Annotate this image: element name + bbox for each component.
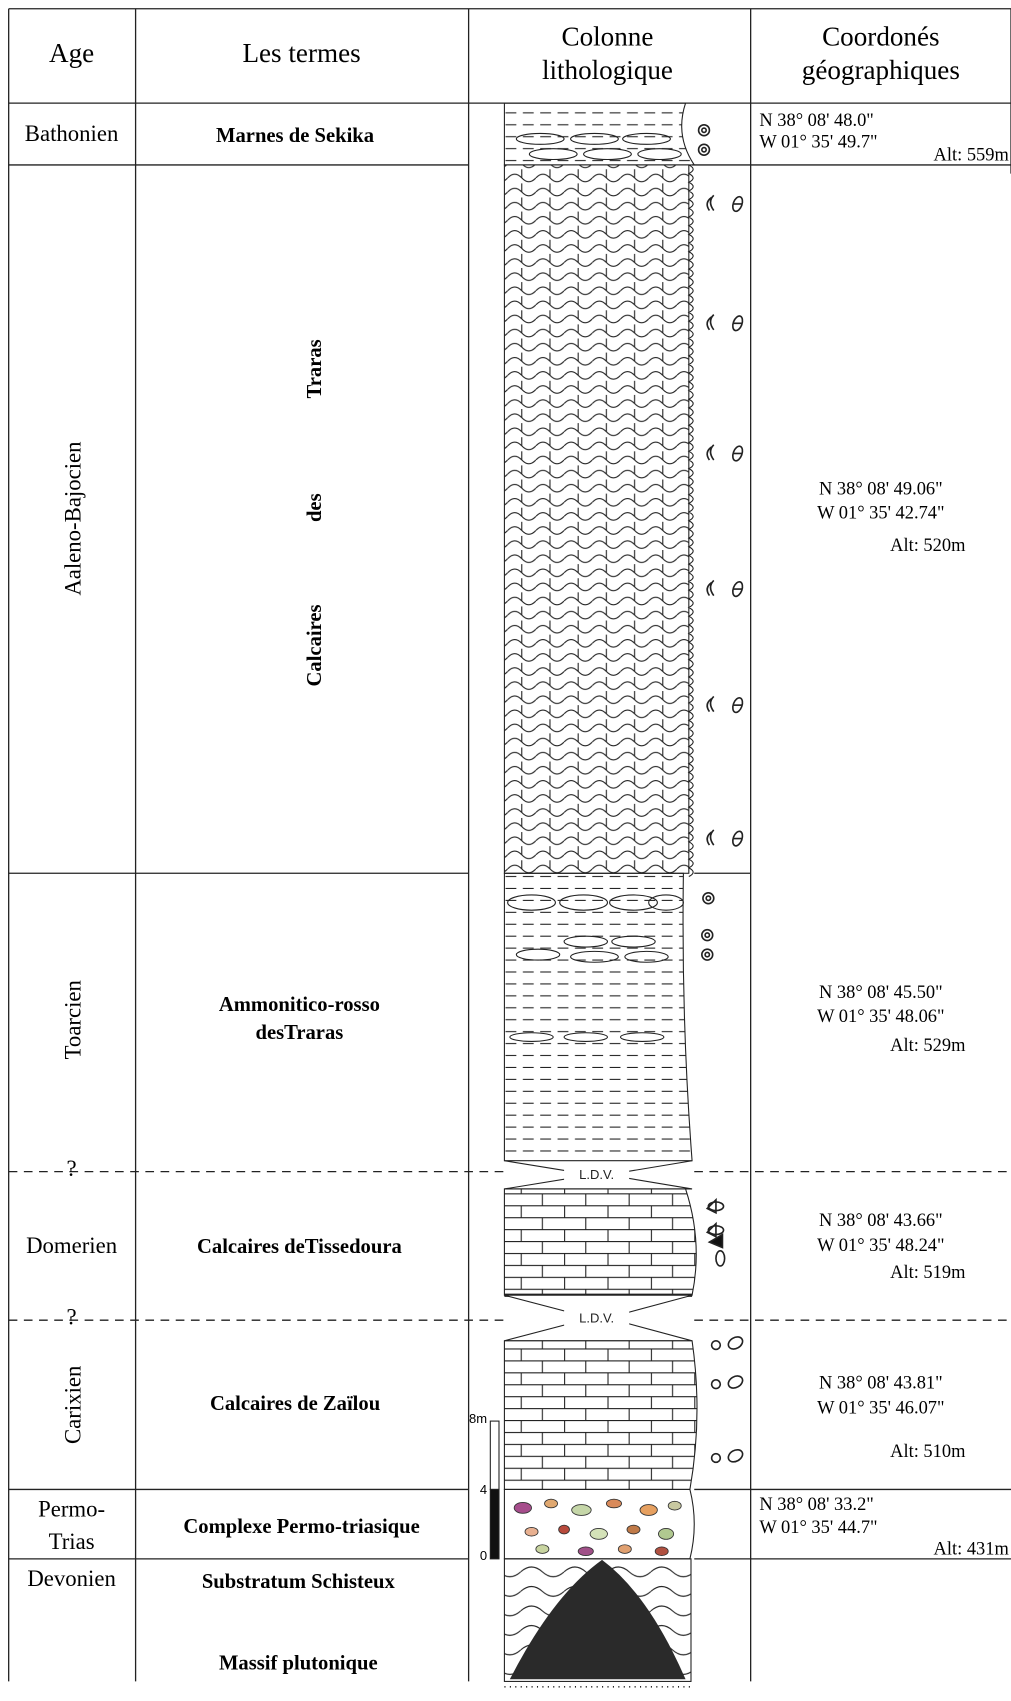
fossil (712, 1341, 721, 1350)
age: Aaleno-Bajocien (60, 441, 85, 596)
coordinate: W 01° 35' 48.06" (817, 1006, 944, 1026)
age: Bathonien (25, 121, 119, 146)
scale-bar (490, 1489, 499, 1558)
fossil (706, 896, 710, 900)
fossil (702, 128, 706, 132)
fossil (705, 952, 709, 956)
altitude: Alt: 520m (890, 535, 966, 555)
scale-bar (490, 1421, 499, 1489)
scale-label: 4 (480, 1482, 487, 1497)
term: Substratum Schisteux (202, 1571, 396, 1593)
coordinate: N 38° 08' 45.50" (819, 982, 943, 1002)
fossil (699, 125, 710, 136)
term: Calcaires deTissedoura (197, 1236, 402, 1258)
fossil (712, 1380, 721, 1389)
term: des (304, 493, 326, 522)
coordinate: W 01° 35' 46.07" (817, 1397, 944, 1417)
coordinate: N 38° 08' 48.0" (759, 110, 874, 130)
fossil (707, 445, 714, 460)
fossil (707, 696, 714, 711)
scale-label: 8m (469, 1411, 487, 1426)
age: Carixien (60, 1365, 85, 1444)
fossil-symbols (699, 125, 745, 1464)
coordinate: W 01° 35' 49.7" (759, 132, 877, 152)
fossil (705, 933, 709, 937)
uncertain-mark: ? (67, 1156, 77, 1181)
altitude: Alt: 510m (890, 1441, 966, 1461)
fossil (707, 830, 714, 845)
fossil (716, 1251, 725, 1266)
age: Toarcien (60, 979, 85, 1059)
altitude: Alt: 519m (890, 1262, 966, 1282)
age: Devonien (27, 1566, 116, 1591)
coordinate: W 01° 35' 44.7" (759, 1517, 877, 1537)
fossil (702, 949, 713, 960)
ldv-label: L.D.V. (579, 1167, 614, 1182)
header-age: Age (49, 38, 94, 68)
fossil (707, 195, 714, 210)
altitude: Alt: 529m (890, 1035, 966, 1055)
fossil (702, 148, 706, 152)
fossil (712, 1454, 721, 1463)
term: Complexe Permo-triasique (183, 1516, 419, 1538)
uncertain-mark: ? (67, 1305, 77, 1330)
term: Ammonitico-rosso (219, 994, 380, 1016)
altitude: Alt: 431m (934, 1539, 1010, 1559)
coordinate: N 38° 08' 43.66" (819, 1210, 943, 1230)
term: Marnes de Sekika (216, 125, 374, 147)
fossil (707, 315, 714, 330)
coordinate: N 38° 08' 43.81" (819, 1373, 943, 1393)
fossil (726, 1447, 745, 1464)
scale-label: 0 (480, 1548, 487, 1563)
term: desTraras (256, 1022, 344, 1044)
header-coords: Coordonés (822, 22, 939, 52)
fossil (702, 930, 713, 941)
fossil (699, 144, 710, 155)
term: Calcaires (304, 604, 326, 686)
lithology: L.D.V. L.D.V. (504, 103, 697, 1687)
header-coords: géographiques (802, 55, 960, 85)
coordinate: W 01° 35' 42.74" (817, 503, 944, 523)
header-column: Colonne (562, 22, 654, 52)
fossil (726, 1334, 745, 1351)
age: Permo- (38, 1497, 105, 1522)
edge (689, 165, 693, 877)
ldv-label: L.D.V. (579, 1310, 614, 1325)
coordinate: N 38° 08' 33.2" (759, 1494, 874, 1514)
fossil (703, 893, 714, 904)
altitude: Alt: 559m (934, 145, 1010, 165)
header-terms: Les termes (242, 38, 360, 68)
header-column: lithologique (542, 55, 673, 85)
fossil (726, 1374, 745, 1391)
stratigraphic-column: Age Les termes Colonne lithologique Coor… (0, 0, 1011, 1701)
term: Massif plutonique (219, 1652, 378, 1674)
fossil (707, 580, 714, 595)
term: Traras (304, 339, 326, 398)
age: Trias (49, 1529, 95, 1554)
coordinate: N 38° 08' 49.06" (819, 479, 943, 499)
age: Domerien (26, 1233, 118, 1258)
term: Calcaires de Zaïlou (210, 1393, 380, 1415)
coordinate: W 01° 35' 48.24" (817, 1235, 944, 1255)
